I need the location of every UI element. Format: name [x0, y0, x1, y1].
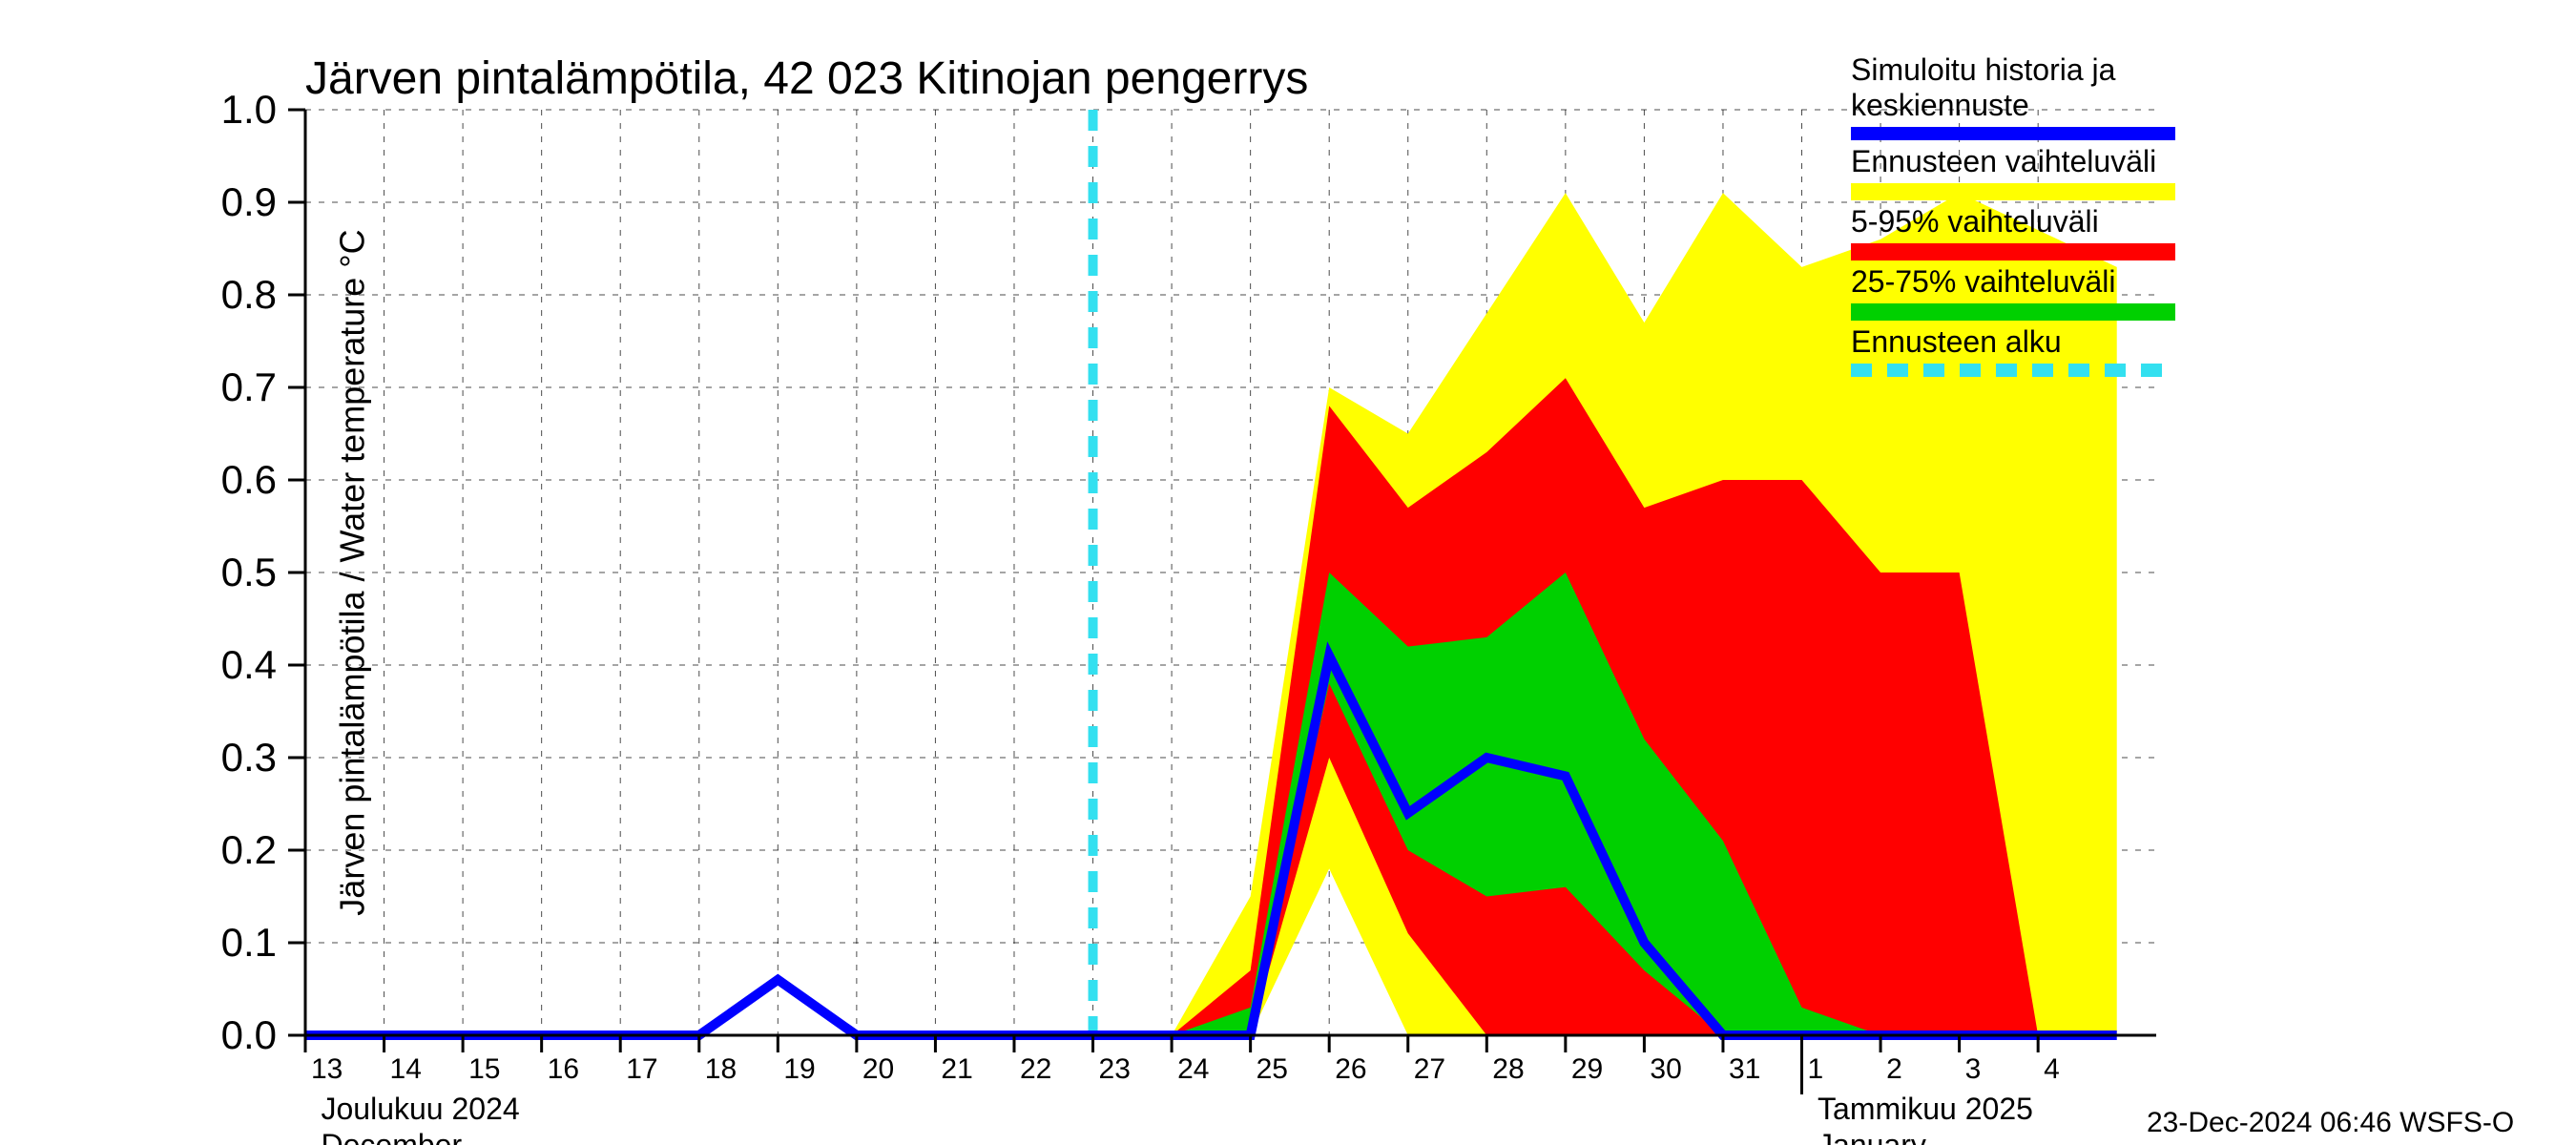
xtick-label: 20 — [862, 1053, 894, 1085]
xtick-label: 14 — [390, 1053, 422, 1085]
legend-label: Simuloitu historia ja — [1851, 52, 2194, 88]
legend-label: Ennusteen alku — [1851, 324, 2194, 360]
ytick-label: 0.5 — [221, 550, 277, 594]
y-axis-label: Järven pintalämpötila / Water temperatur… — [333, 229, 373, 915]
month-label: January — [1818, 1128, 1926, 1145]
legend-label: keskiennuste — [1851, 88, 2194, 123]
xtick-label: 1 — [1808, 1053, 1824, 1085]
legend-label: 5-95% vaihteluväli — [1851, 204, 2194, 239]
xtick-label: 25 — [1257, 1053, 1288, 1085]
legend-swatch-band — [1851, 183, 2175, 200]
xtick-label: 27 — [1414, 1053, 1445, 1085]
legend: Simuloitu historia jakeskiennuste Ennuste… — [1851, 52, 2194, 381]
month-label: December — [322, 1128, 463, 1145]
xtick-label: 15 — [468, 1053, 500, 1085]
ytick-label: 0.8 — [221, 272, 277, 317]
xtick-label: 21 — [941, 1053, 972, 1085]
xtick-label: 26 — [1335, 1053, 1366, 1085]
footer-timestamp: 23-Dec-2024 06:46 WSFS-O — [2147, 1107, 2514, 1139]
ytick-label: 0.1 — [221, 920, 277, 965]
legend-swatch-line — [1851, 127, 2175, 140]
month-label: Tammikuu 2025 — [1818, 1092, 2033, 1126]
xtick-label: 23 — [1099, 1053, 1131, 1085]
legend-label: Ennusteen vaihteluväli — [1851, 144, 2194, 179]
xtick-label: 22 — [1020, 1053, 1051, 1085]
xtick-label: 28 — [1492, 1053, 1524, 1085]
legend-swatch-dash — [1851, 364, 2175, 377]
legend-item: Ennusteen alku — [1851, 324, 2194, 377]
ytick-label: 0.2 — [221, 827, 277, 872]
xtick-label: 13 — [311, 1053, 343, 1085]
ytick-label: 0.4 — [221, 642, 277, 687]
xtick-label: 3 — [1965, 1053, 1982, 1085]
ytick-label: 0.6 — [221, 457, 277, 502]
ytick-label: 0.7 — [221, 364, 277, 409]
xtick-label: 4 — [2044, 1053, 2060, 1085]
ytick-label: 0.9 — [221, 179, 277, 224]
ytick-label: 0.0 — [221, 1012, 277, 1057]
legend-swatch-band — [1851, 303, 2175, 321]
xtick-label: 24 — [1177, 1053, 1209, 1085]
ytick-label: 1.0 — [221, 87, 277, 132]
legend-item: 5-95% vaihteluväli — [1851, 204, 2194, 260]
xtick-label: 18 — [705, 1053, 737, 1085]
xtick-label: 31 — [1729, 1053, 1760, 1085]
xtick-label: 19 — [783, 1053, 815, 1085]
legend-swatch-band — [1851, 243, 2175, 260]
month-label: Joulukuu 2024 — [322, 1092, 520, 1126]
xtick-label: 16 — [548, 1053, 579, 1085]
xtick-label: 2 — [1886, 1053, 1902, 1085]
xtick-label: 29 — [1571, 1053, 1603, 1085]
legend-item: Simuloitu historia jakeskiennuste — [1851, 52, 2194, 140]
xtick-label: 30 — [1650, 1053, 1681, 1085]
xtick-label: 17 — [626, 1053, 657, 1085]
legend-item: 25-75% vaihteluväli — [1851, 264, 2194, 321]
legend-label: 25-75% vaihteluväli — [1851, 264, 2194, 300]
ytick-label: 0.3 — [221, 735, 277, 780]
chart-title: Järven pintalämpötila, 42 023 Kitinojan … — [305, 52, 1308, 105]
legend-item: Ennusteen vaihteluväli — [1851, 144, 2194, 200]
